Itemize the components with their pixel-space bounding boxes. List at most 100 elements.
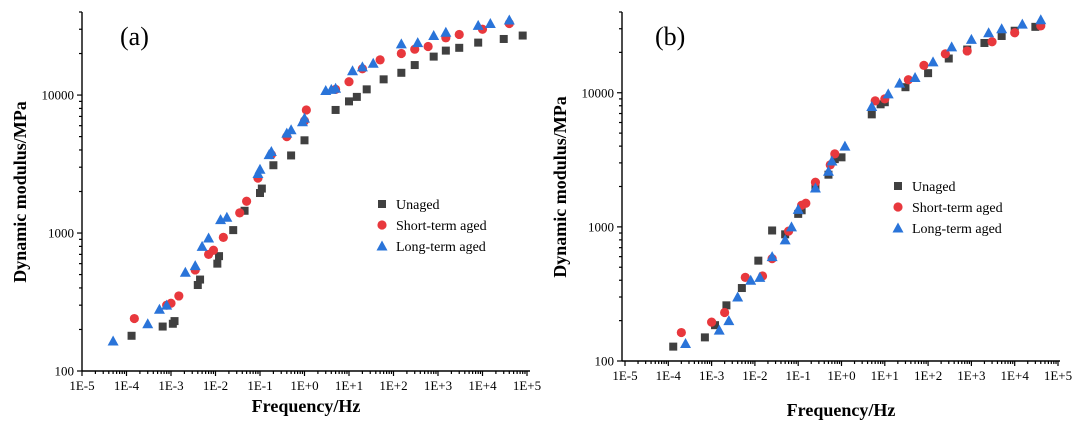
panel-b-long-term-aged-point xyxy=(882,88,894,99)
panel-b-unaged-point xyxy=(924,69,933,78)
panel-b-short-term-aged-point xyxy=(903,75,913,85)
panel-b-x-tick-label: 1E+2 xyxy=(914,368,942,383)
panel-b-unaged-point xyxy=(754,256,763,265)
panel-a-long-term-aged-point xyxy=(189,260,201,271)
panel-a-unaged-point xyxy=(518,31,527,40)
panel-b-long-term-aged-point xyxy=(680,338,692,349)
panel-b-x-axis-title: Frequency/Hz xyxy=(787,400,896,420)
panel-a-long-term-aged-point xyxy=(395,38,407,49)
panel-a-unaged-point xyxy=(379,75,388,84)
panel-b-unaged-point xyxy=(997,31,1006,40)
panel-b-short-term-aged-point xyxy=(830,149,840,159)
panel-b-short-term-aged-point xyxy=(720,307,730,318)
panel-b-short-term-aged-point xyxy=(810,177,821,187)
panel-a-short-term-aged-point xyxy=(218,232,228,242)
panel-a-short-term-aged-point xyxy=(235,208,245,218)
panel-a-unaged-point xyxy=(441,46,450,55)
panel-a-y-tick-label: 100 xyxy=(55,364,75,379)
panel-b-x-tick-label: 1E-1 xyxy=(786,368,811,383)
panel-a-long-term-aged-point xyxy=(367,57,379,68)
panel-b-long-term-aged-point xyxy=(866,100,878,111)
panel-a-unaged-point xyxy=(215,252,224,261)
panel-b-x-tick-label: 1E-4 xyxy=(656,368,682,383)
panel-b-long-term-aged-point xyxy=(983,27,995,38)
panel-b-long-term-aged-point xyxy=(745,274,757,285)
panel-b-legend-long-term-aged-marker xyxy=(892,222,904,233)
panel-a-x-tick-label: 1E+4 xyxy=(468,378,497,393)
panel-a-unaged-point xyxy=(256,189,264,198)
panel-a-x-tick-label: 1E+5 xyxy=(513,378,541,393)
panel-a-unaged-point xyxy=(257,184,266,193)
panel-a-unaged-point xyxy=(158,322,167,331)
panel-b-short-term-aged-point xyxy=(987,37,997,47)
panel-b-x-tick-label: 1E+0 xyxy=(827,368,855,383)
panel-b-long-term-aged-point xyxy=(1035,14,1047,25)
panel-a-unaged-point xyxy=(269,161,278,170)
panel-b-long-term-aged-point xyxy=(839,140,851,151)
panel-a-y-tick-label: 1000 xyxy=(48,226,74,241)
panel-a-short-term-aged-point xyxy=(301,105,311,115)
panel-b-long-term-aged-point xyxy=(927,56,939,67)
panel-a-x-axis-title: Frequency/Hz xyxy=(252,396,361,416)
panel-a-short-term-aged-point xyxy=(174,291,184,301)
panel-a-long-term-aged-point xyxy=(285,124,297,135)
panel-a-short-term-aged-point xyxy=(375,55,385,65)
panel-b-short-term-aged-point xyxy=(1010,28,1020,38)
panel-a-x-tick-label: 1E-2 xyxy=(203,378,228,393)
panel-a-short-term-aged-point xyxy=(344,77,354,87)
panel-a-long-term-aged-point xyxy=(161,299,173,310)
panel-a-x-tick-label: 1E+3 xyxy=(424,378,452,393)
panel-b-legend-long-term-aged-label: Long-term aged xyxy=(912,222,1002,237)
panel-a-short-term-aged-point xyxy=(423,41,433,52)
panel-a-x-tick-label: 1E+2 xyxy=(379,378,407,393)
panel-b-unaged-point xyxy=(944,54,953,63)
panel-b-x-tick-label: 1E+3 xyxy=(957,368,985,383)
panel-b-marks xyxy=(669,14,1047,351)
chart-panel-b: 1E-5 1E-4 1E-3 1E-2 1E-1 1E+0 1E+1 1E+2 1E+3 1E+4… xyxy=(550,11,1072,420)
panel-b-long-term-aged-point xyxy=(809,182,821,193)
panel-a-unaged-point xyxy=(362,85,371,94)
panel-a-x-tick-label: 1E-4 xyxy=(114,378,140,393)
panel-b-y-tick-label: 10000 xyxy=(582,85,615,100)
panel-a-long-term-aged-point xyxy=(265,145,277,156)
panel-b-unaged-point xyxy=(737,284,746,293)
panel-b-unaged-point xyxy=(837,153,846,162)
panel-a-unaged-point xyxy=(474,38,483,47)
panel-a-legend-short-term-aged-label: Short-term aged xyxy=(396,219,487,234)
panel-a-unaged-point xyxy=(397,68,406,77)
panel-a-long-term-aged-point xyxy=(196,240,208,251)
panel-b-legend-unaged-marker xyxy=(894,182,902,190)
panel-a-short-term-aged-point xyxy=(454,29,464,40)
panel-b-long-term-aged-point xyxy=(894,77,906,88)
panel-a-long-term-aged-point xyxy=(330,82,342,93)
panel-a-unaged-point xyxy=(196,275,205,284)
panel-b-unaged-point xyxy=(867,110,876,119)
panel-a-short-term-aged-point xyxy=(129,313,139,324)
panel-a-short-term-aged-point xyxy=(208,245,219,255)
panel-a-legend-long-term-aged-marker xyxy=(376,240,388,251)
panel-a-unaged-point xyxy=(213,259,222,268)
panel-a-short-term-aged-point xyxy=(396,48,406,59)
panel-a-unaged-point xyxy=(429,52,438,61)
panel-b-x-tick-label: 1E+4 xyxy=(1001,368,1030,383)
panel-a-long-term-aged-point xyxy=(153,303,165,314)
panel-a-ticks: 1E-5 1E-4 1E-3 1E-2 1E-1 1E+0 1E+1 1E+2 1E+3 1E+4… xyxy=(42,11,541,393)
panel-a-long-term-aged-point xyxy=(484,18,496,29)
panel-b-long-term-aged-point xyxy=(713,324,725,335)
panel-b-long-term-aged-point xyxy=(732,291,744,302)
panel-b-short-term-aged-point xyxy=(707,317,717,327)
panel-a-long-term-aged-point xyxy=(221,211,233,222)
panel-a-long-term-aged-point xyxy=(107,335,119,346)
panel-b-unaged-point xyxy=(1031,22,1040,31)
panel-b-unaged-point xyxy=(722,301,731,310)
panel-b-unaged-point xyxy=(669,342,678,351)
panel-a-long-term-aged-point xyxy=(412,37,424,48)
panel-b-y-tick-label: 100 xyxy=(595,354,615,369)
panel-b-legend-unaged-label: Unaged xyxy=(912,180,956,195)
panel-a-x-tick-label: 1E+0 xyxy=(290,378,318,393)
panel-a-unaged-point xyxy=(300,136,309,145)
chart-panel-a: 1E-5 1E-4 1E-3 1E-2 1E-1 1E+0 1E+1 1E+2 1E+3 1E+4… xyxy=(10,11,541,416)
panel-b-ticks: 1E-5 1E-4 1E-3 1E-2 1E-1 1E+0 1E+1 1E+2 1E+3 1E+4… xyxy=(582,11,1072,383)
panel-a-long-term-aged-point xyxy=(347,65,359,76)
